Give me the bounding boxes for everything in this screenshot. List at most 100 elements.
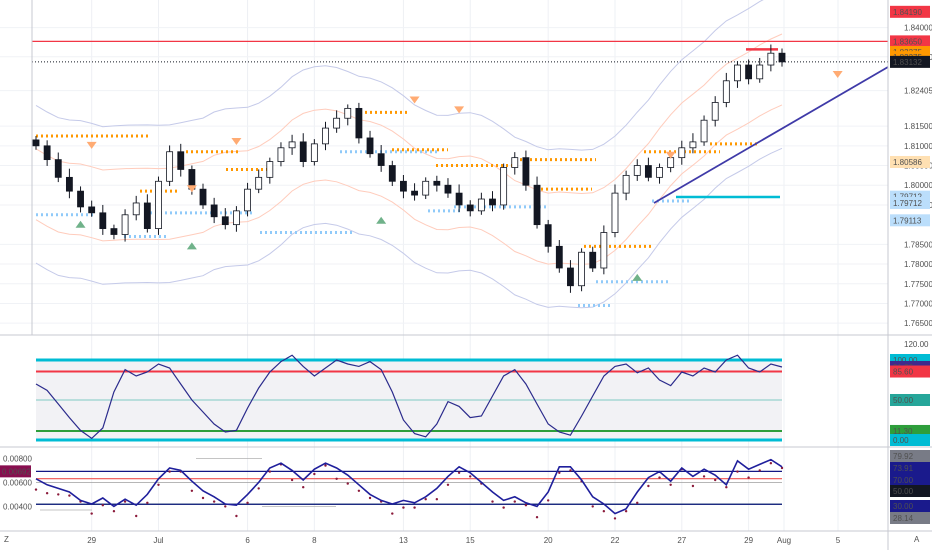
- candle-body[interactable]: [689, 141, 697, 149]
- signal-triangle[interactable]: [75, 220, 86, 228]
- oscillator-1-panel[interactable]: [35, 354, 783, 442]
- candle-body[interactable]: [422, 180, 430, 196]
- candle-body[interactable]: [589, 251, 597, 269]
- signal-triangle[interactable]: [231, 137, 242, 145]
- candle-body[interactable]: [32, 139, 40, 147]
- signal-triangle[interactable]: [665, 151, 676, 159]
- candle-body[interactable]: [767, 52, 775, 66]
- axis-corner-left[interactable]: Z: [4, 535, 9, 544]
- candle-body[interactable]: [722, 80, 730, 103]
- candle-body[interactable]: [600, 232, 608, 269]
- candle-body[interactable]: [567, 267, 574, 287]
- candle-body[interactable]: [633, 165, 641, 176]
- signal-triangle[interactable]: [186, 242, 197, 250]
- candle-body[interactable]: [644, 165, 652, 178]
- trendline[interactable]: [653, 66, 889, 204]
- candle-body[interactable]: [533, 184, 541, 226]
- candle-body[interactable]: [522, 157, 530, 186]
- candle-body[interactable]: [555, 245, 563, 269]
- candle-body[interactable]: [233, 210, 240, 226]
- candle-body[interactable]: [366, 137, 374, 155]
- candle-body[interactable]: [277, 147, 285, 162]
- signal-triangle[interactable]: [86, 141, 97, 149]
- candle-body[interactable]: [400, 180, 407, 192]
- candle-body[interactable]: [489, 198, 496, 206]
- signal-triangle[interactable]: [832, 70, 843, 78]
- candle-body[interactable]: [322, 127, 329, 145]
- candle-body[interactable]: [388, 165, 396, 182]
- candle-body[interactable]: [77, 190, 84, 208]
- oscillator-2-panel[interactable]: [34, 457, 784, 520]
- candle-body[interactable]: [65, 176, 73, 192]
- candle-body[interactable]: [244, 188, 251, 212]
- candle-body[interactable]: [155, 180, 162, 229]
- candle-body[interactable]: [99, 212, 107, 229]
- candle-body[interactable]: [455, 192, 463, 206]
- candle-body[interactable]: [622, 174, 630, 194]
- candle-body[interactable]: [433, 180, 441, 186]
- oscillator-1-tag[interactable]: [890, 434, 930, 446]
- candle-body[interactable]: [121, 214, 129, 235]
- candle-body[interactable]: [355, 107, 363, 139]
- candle-body[interactable]: [255, 176, 263, 190]
- candle-body[interactable]: [678, 147, 686, 159]
- candle-body[interactable]: [288, 141, 296, 149]
- candle-body[interactable]: [110, 228, 118, 235]
- price-tag[interactable]: [890, 214, 930, 227]
- price-panel[interactable]: [32, 0, 889, 309]
- candle-body[interactable]: [578, 251, 585, 287]
- candle-body[interactable]: [43, 145, 51, 161]
- signal-triangle[interactable]: [632, 273, 643, 281]
- candle-body[interactable]: [377, 153, 385, 166]
- signal-triangle[interactable]: [409, 96, 420, 104]
- oscillator-2-left-tag[interactable]: [0, 465, 31, 478]
- oscillator-2-tag[interactable]: [890, 485, 930, 497]
- oscillator-1-tag[interactable]: [890, 365, 930, 378]
- oscillator-2-line[interactable]: [35, 458, 783, 515]
- price-tag[interactable]: [890, 55, 930, 68]
- oscillator-1-line[interactable]: [35, 354, 783, 440]
- candle-body[interactable]: [177, 151, 185, 170]
- candle-body[interactable]: [511, 157, 519, 168]
- candle-body[interactable]: [210, 204, 218, 218]
- candle-body[interactable]: [310, 143, 318, 162]
- oscillator-2-tag[interactable]: [890, 474, 930, 486]
- signal-triangle[interactable]: [186, 185, 197, 193]
- candle-body[interactable]: [221, 216, 229, 226]
- candle-body[interactable]: [756, 64, 764, 80]
- signal-triangle[interactable]: [376, 216, 387, 224]
- price-tag[interactable]: [890, 5, 930, 18]
- candle-body[interactable]: [711, 102, 719, 121]
- candle-body[interactable]: [299, 141, 307, 162]
- candle-body[interactable]: [266, 161, 274, 178]
- candle-body[interactable]: [411, 190, 418, 196]
- candle-body[interactable]: [500, 167, 508, 206]
- oscillator-1-tag[interactable]: [890, 424, 930, 437]
- oscillator-2-tag[interactable]: [890, 500, 930, 512]
- price-tag[interactable]: [890, 35, 930, 48]
- candle-body[interactable]: [656, 167, 663, 178]
- candle-body[interactable]: [54, 159, 62, 178]
- candle-body[interactable]: [333, 117, 341, 129]
- candle-body[interactable]: [745, 64, 753, 80]
- axis-corner-right[interactable]: A: [914, 535, 920, 544]
- candle-body[interactable]: [344, 107, 352, 119]
- candle-body[interactable]: [544, 224, 552, 247]
- candle-body[interactable]: [132, 202, 140, 216]
- oscillator-2-tag[interactable]: [890, 512, 930, 524]
- price-tag[interactable]: [890, 155, 930, 168]
- candle-body[interactable]: [734, 64, 741, 82]
- candle-body[interactable]: [199, 188, 207, 206]
- candle-body[interactable]: [88, 206, 96, 214]
- oscillator-1-tag[interactable]: [890, 394, 930, 406]
- oscillator-2-tag[interactable]: [890, 462, 930, 474]
- candle-body[interactable]: [166, 151, 174, 182]
- candle-body[interactable]: [444, 184, 452, 194]
- candle-body[interactable]: [667, 157, 675, 168]
- candle-body[interactable]: [700, 119, 708, 143]
- signal-triangle[interactable]: [454, 106, 465, 114]
- candle-body[interactable]: [143, 202, 151, 229]
- price-tag[interactable]: [890, 196, 930, 209]
- candle-body[interactable]: [611, 192, 619, 233]
- oscillator-2-tag[interactable]: [890, 450, 930, 462]
